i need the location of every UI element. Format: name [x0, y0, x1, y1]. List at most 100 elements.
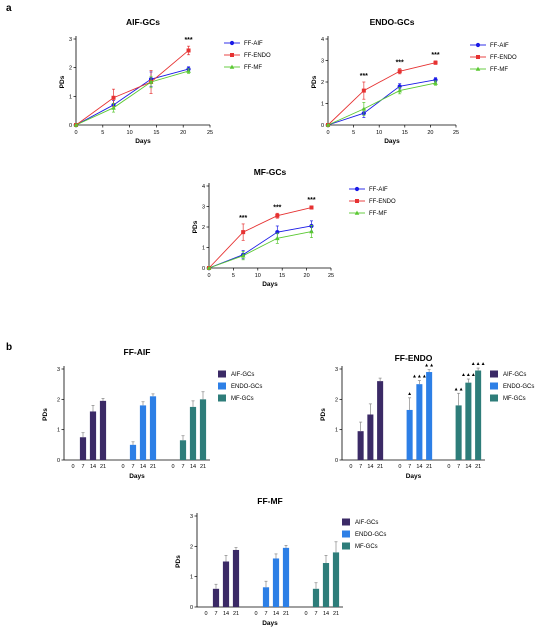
bar-aif-gcs-day-14	[367, 414, 374, 460]
data-point	[148, 79, 154, 84]
x-tick-label: 14	[465, 464, 471, 470]
x-tick-label: 7	[264, 611, 267, 617]
series-line-ff-endo	[208, 207, 312, 269]
bar-aif-gcs-day-21	[232, 549, 240, 607]
legend-swatch-marker	[354, 210, 360, 215]
legend-label: FF-AIF	[490, 43, 509, 49]
legend-entry-ff-aif: FF-AIF	[349, 186, 388, 193]
x-tick-label: 0	[121, 464, 124, 470]
significance-annotation: ▲▲▲	[461, 372, 476, 378]
x-tick-label: 0	[326, 130, 329, 136]
x-tick-label: 21	[377, 464, 383, 470]
series-ff-endo	[207, 205, 314, 270]
x-tick-label: 25	[453, 130, 459, 136]
panel-label-a: a	[6, 3, 12, 14]
significance-annotation: ***	[360, 73, 368, 80]
x-tick-label: 0	[304, 611, 307, 617]
x-tick-label: 14	[273, 611, 279, 617]
bar-endo-gcs-day-7	[129, 444, 137, 460]
y-axis-label: PDs	[175, 555, 182, 568]
legend-entry-endo-gcs: ENDO-GCs	[490, 382, 534, 390]
bar-aif-gcs-day-7	[212, 588, 220, 607]
series-ff-mf	[73, 68, 191, 127]
x-tick-label: 15	[153, 130, 159, 136]
x-tick-label: 5	[101, 130, 104, 136]
x-tick-label: 21	[426, 464, 432, 470]
x-tick-label: 7	[214, 611, 217, 617]
x-axis-label: Days	[384, 138, 400, 145]
series-line-ff-aif	[208, 225, 312, 269]
x-tick-label: 14	[223, 611, 229, 617]
bar-endo-gcs-day-7	[262, 587, 270, 607]
y-axis-label: PDs	[192, 220, 199, 233]
data-point	[241, 230, 246, 235]
series-ff-endo	[326, 60, 438, 127]
x-tick-label: 5	[352, 130, 355, 136]
bar-chart-ff-mf: FF-MF 0 1 2 3 Days PDs 0 7 14 21 AIF-GCs 0 7 14 21 ENDO-…	[175, 496, 386, 627]
x-tick-label: 0	[71, 464, 74, 470]
significance-annotation: ***	[184, 37, 192, 44]
legend-label: FF-MF	[490, 67, 508, 73]
series-line-ff-mf	[208, 231, 312, 269]
legend-label: FF-MF	[369, 211, 387, 217]
legend-entry-aif-gcs: AIF-GCs	[342, 518, 378, 526]
y-axis-label: PDs	[320, 408, 327, 421]
data-point	[433, 60, 438, 65]
chart-title: FF-MF	[257, 496, 283, 506]
x-tick-label: 20	[304, 273, 310, 279]
x-tick-label: 7	[314, 611, 317, 617]
data-point	[309, 205, 314, 210]
legend-label: FF-ENDO	[244, 53, 271, 59]
y-axis-label: PDs	[311, 75, 318, 88]
x-tick-label: 14	[416, 464, 422, 470]
series-endo-gcs: 0 7 14 21	[121, 393, 157, 470]
x-tick-label: 0	[74, 130, 77, 136]
bar-mf-gcs-day-7	[312, 588, 320, 607]
x-tick-label: 7	[457, 464, 460, 470]
x-tick-label: 0	[207, 273, 210, 279]
x-tick-label: 25	[207, 130, 213, 136]
x-tick-label: 14	[140, 464, 146, 470]
data-point	[397, 88, 402, 93]
bar-aif-gcs-day-21	[377, 381, 384, 460]
legend-label: FF-MF	[244, 65, 262, 71]
significance-annotation: ▲▲	[454, 386, 464, 392]
y-tick-label: 3	[69, 37, 72, 43]
chart-title: FF-ENDO	[395, 353, 433, 363]
line-chart-aif-gcs: AIF-GCs 0 1 2 3 Days PDs 0 5 10 15 20 25 FF-AIF FF-END…	[59, 17, 271, 145]
series-mf-gcs: 0 7 14 21	[304, 541, 340, 617]
chart-title: FF-AIF	[124, 347, 151, 357]
x-tick-label: 21	[200, 464, 206, 470]
bar-mf-gcs-day-14	[465, 382, 472, 460]
chart-title: ENDO-GCs	[370, 17, 415, 27]
bar-aif-gcs-day-14	[89, 411, 97, 460]
legend-entry-ff-endo: FF-ENDO	[224, 53, 271, 59]
bar-endo-gcs-day-21	[426, 372, 433, 460]
x-tick-label: 0	[398, 464, 401, 470]
series-line-ff-aif	[75, 68, 189, 126]
bar-endo-gcs-day-7	[406, 409, 413, 460]
x-tick-label: 14	[367, 464, 373, 470]
legend-swatch	[342, 518, 350, 526]
charts-layer: AIF-GCs 0 1 2 3 Days PDs 0 5 10 15 20 25 FF-AIF FF-END…	[42, 17, 534, 627]
series-ff-aif	[325, 77, 438, 128]
x-tick-label: 10	[255, 273, 261, 279]
significance-annotation: ***	[431, 52, 439, 59]
y-tick-label: 0	[57, 458, 60, 464]
series-endo-gcs: 0 7 14 21	[254, 545, 290, 617]
line-chart-endo-gcs: ENDO-GCs 0 1 2 3 4 Days PDs 0 5 10 15 20 25 FF-AIF FF-E…	[311, 17, 517, 145]
x-tick-label: 25	[328, 273, 334, 279]
data-point	[73, 122, 79, 127]
legend-swatch	[490, 382, 498, 390]
x-tick-label: 21	[233, 611, 239, 617]
y-tick-label: 1	[190, 575, 193, 581]
bar-chart-ff-aif: FF-AIF 0 1 2 3 Days PDs 0 7 14 21 AIF-GCs 0 7 14 21 ENDO…	[42, 347, 262, 480]
y-tick-label: 3	[190, 514, 193, 520]
y-tick-label: 2	[321, 80, 324, 86]
series-ff-mf	[206, 225, 314, 270]
legend-swatch-marker	[476, 55, 480, 59]
x-tick-label: 0	[254, 611, 257, 617]
bar-mf-gcs-day-7	[455, 405, 462, 460]
series-line-ff-mf	[327, 82, 436, 126]
series-line-ff-endo	[327, 62, 436, 126]
